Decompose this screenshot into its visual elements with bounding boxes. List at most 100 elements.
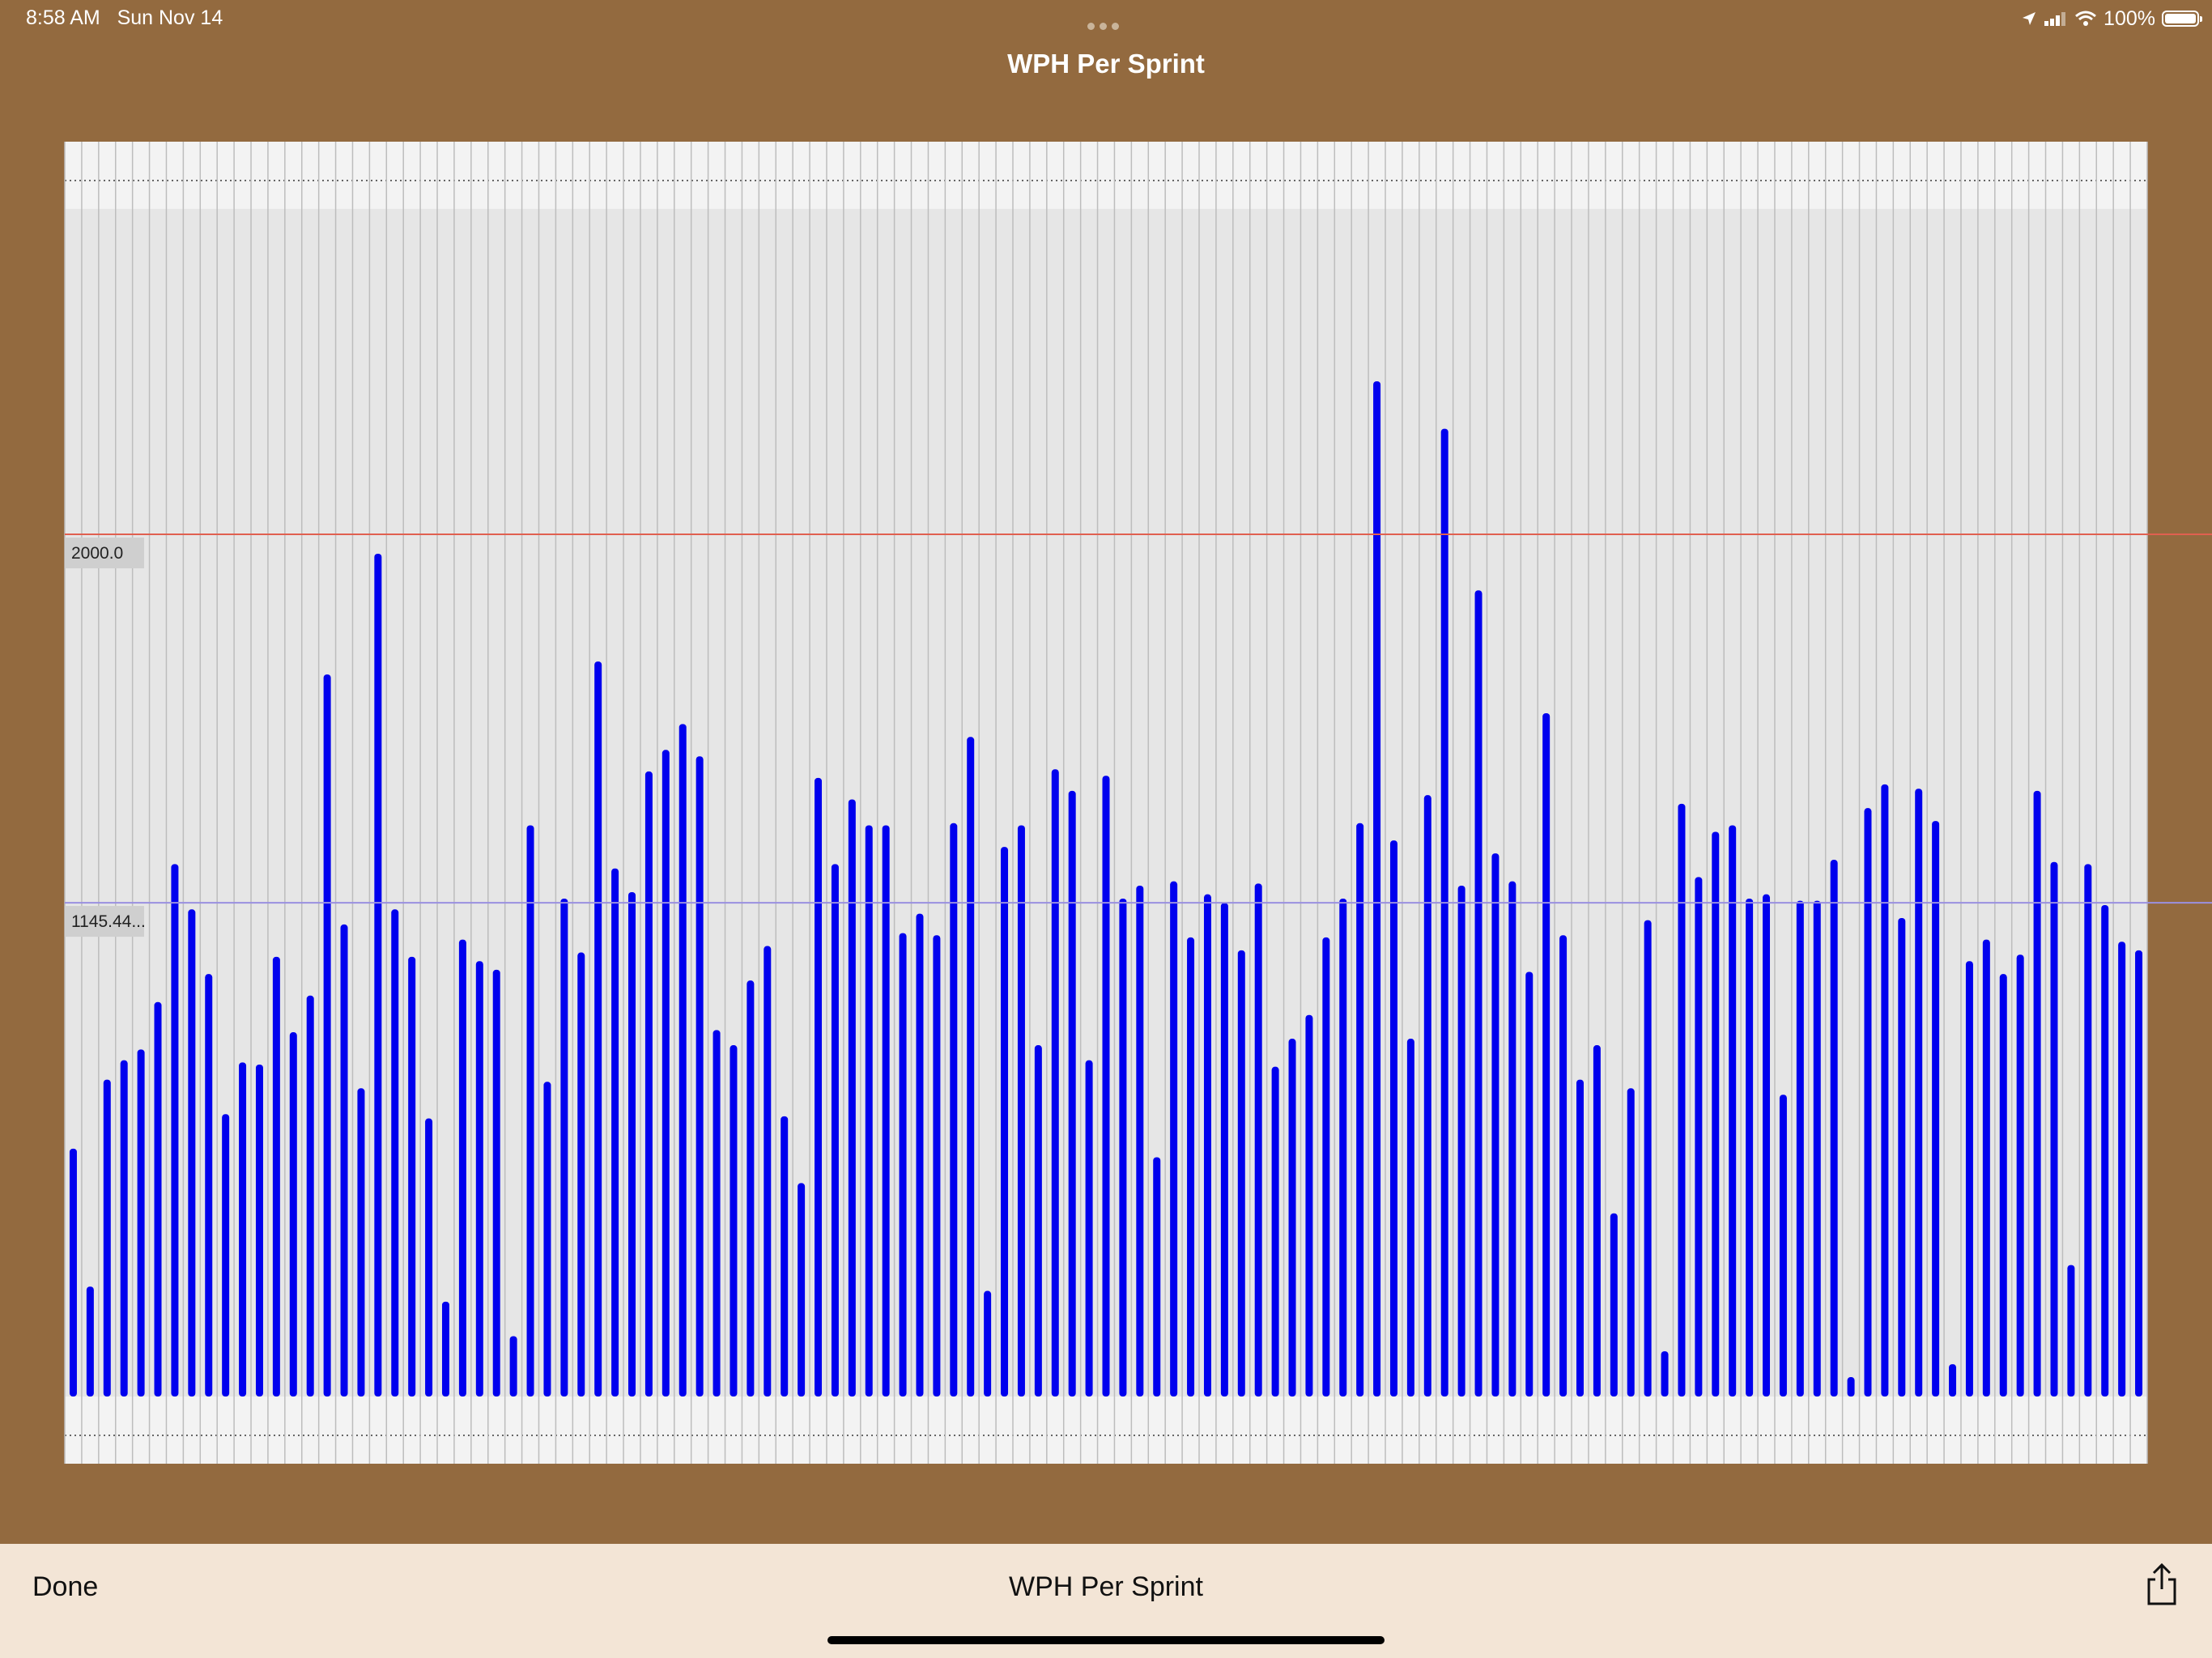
done-button[interactable]: Done xyxy=(32,1571,99,1602)
bar xyxy=(1949,1364,1957,1397)
bar xyxy=(408,956,416,1397)
home-indicator xyxy=(827,1636,1385,1644)
bar xyxy=(848,799,856,1397)
page-title: WPH Per Sprint xyxy=(1007,49,1205,79)
status-indicators: 100% xyxy=(2021,5,2202,32)
bar xyxy=(865,825,873,1397)
bar xyxy=(730,1045,738,1397)
bar xyxy=(1051,769,1059,1397)
bar xyxy=(916,913,924,1397)
battery-percent: 100% xyxy=(2104,6,2155,30)
location-icon xyxy=(2023,12,2036,25)
bar xyxy=(1254,883,1262,1397)
bottom-toolbar: Done WPH Per Sprint xyxy=(0,1544,2212,1658)
bar xyxy=(1779,1095,1787,1397)
bar xyxy=(188,909,196,1397)
bar xyxy=(2016,954,2024,1397)
reference-label-box xyxy=(65,906,144,937)
bar xyxy=(1712,831,1720,1397)
bar xyxy=(1339,898,1347,1397)
bar xyxy=(2067,1265,2075,1397)
battery-icon xyxy=(2162,11,2202,27)
bar xyxy=(1170,881,1178,1397)
bar xyxy=(1610,1213,1618,1397)
bar xyxy=(1576,1079,1584,1397)
reference-label-box xyxy=(65,538,144,569)
bar xyxy=(764,946,772,1397)
bar xyxy=(1237,950,1245,1397)
bar xyxy=(509,1336,517,1397)
bar xyxy=(1661,1351,1669,1397)
bar xyxy=(747,980,755,1397)
bar xyxy=(1085,1060,1093,1397)
bar xyxy=(154,1001,162,1397)
bar xyxy=(1644,920,1652,1397)
bar xyxy=(1423,795,1431,1397)
status-bar: 8:58 AM Sun Nov 14 100% xyxy=(0,0,2212,37)
bar xyxy=(1999,974,2007,1397)
bar xyxy=(1847,1377,1855,1397)
bar xyxy=(86,1286,94,1397)
bar xyxy=(1102,776,1110,1397)
bar xyxy=(831,864,839,1397)
bar xyxy=(1271,1066,1279,1397)
bar xyxy=(1491,853,1499,1397)
reference-label: 2000.0 xyxy=(71,544,123,563)
bar xyxy=(577,952,585,1397)
bar xyxy=(1373,380,1381,1397)
bar xyxy=(492,969,500,1397)
bar xyxy=(1559,935,1568,1397)
bar xyxy=(1678,803,1686,1397)
bar xyxy=(678,724,687,1397)
bar xyxy=(594,661,602,1397)
bar xyxy=(1356,823,1364,1397)
bar xyxy=(205,974,213,1397)
share-icon[interactable] xyxy=(2144,1562,2180,1607)
status-date-text: Sun Nov 14 xyxy=(117,6,223,29)
multitasking-dots-icon[interactable] xyxy=(1087,12,1125,30)
bar xyxy=(357,1088,365,1397)
bar xyxy=(1864,808,1872,1397)
bar xyxy=(222,1114,230,1397)
status-time: 8:58 AM Sun Nov 14 xyxy=(26,6,223,30)
bar xyxy=(1729,825,1737,1397)
wifi-icon xyxy=(2075,11,2097,26)
bar xyxy=(713,1030,721,1397)
bar xyxy=(120,1060,128,1397)
bar xyxy=(1457,886,1465,1397)
bar xyxy=(1203,894,1211,1397)
bar xyxy=(526,825,534,1397)
bar xyxy=(1508,881,1516,1397)
bar xyxy=(1440,428,1448,1397)
bar xyxy=(1982,939,1990,1397)
bar xyxy=(1119,898,1127,1397)
bar xyxy=(899,933,907,1397)
chart: 2000.0 1145.44... xyxy=(64,142,2212,1464)
bar xyxy=(306,995,314,1397)
bar xyxy=(1830,860,1838,1397)
bar xyxy=(69,1148,77,1397)
reference-label: 1145.44... xyxy=(71,912,146,931)
bar xyxy=(1474,590,1482,1397)
bar xyxy=(611,868,619,1397)
bar xyxy=(1746,898,1754,1397)
bar xyxy=(255,1064,263,1397)
bar xyxy=(1796,900,1804,1397)
bar xyxy=(272,956,280,1397)
bar xyxy=(2084,864,2092,1397)
bar xyxy=(1322,937,1330,1397)
bar xyxy=(781,1116,789,1397)
bar xyxy=(1068,790,1076,1397)
bar xyxy=(543,1082,551,1397)
bar xyxy=(815,777,823,1397)
bar xyxy=(1153,1157,1161,1397)
bar xyxy=(1593,1045,1601,1397)
status-time-text: 8:58 AM xyxy=(26,6,100,29)
bar xyxy=(950,823,958,1397)
bar xyxy=(1136,886,1144,1397)
bar xyxy=(967,737,975,1397)
bar xyxy=(628,891,636,1397)
bar xyxy=(696,756,704,1397)
bar xyxy=(475,961,483,1397)
bar xyxy=(1763,894,1771,1397)
